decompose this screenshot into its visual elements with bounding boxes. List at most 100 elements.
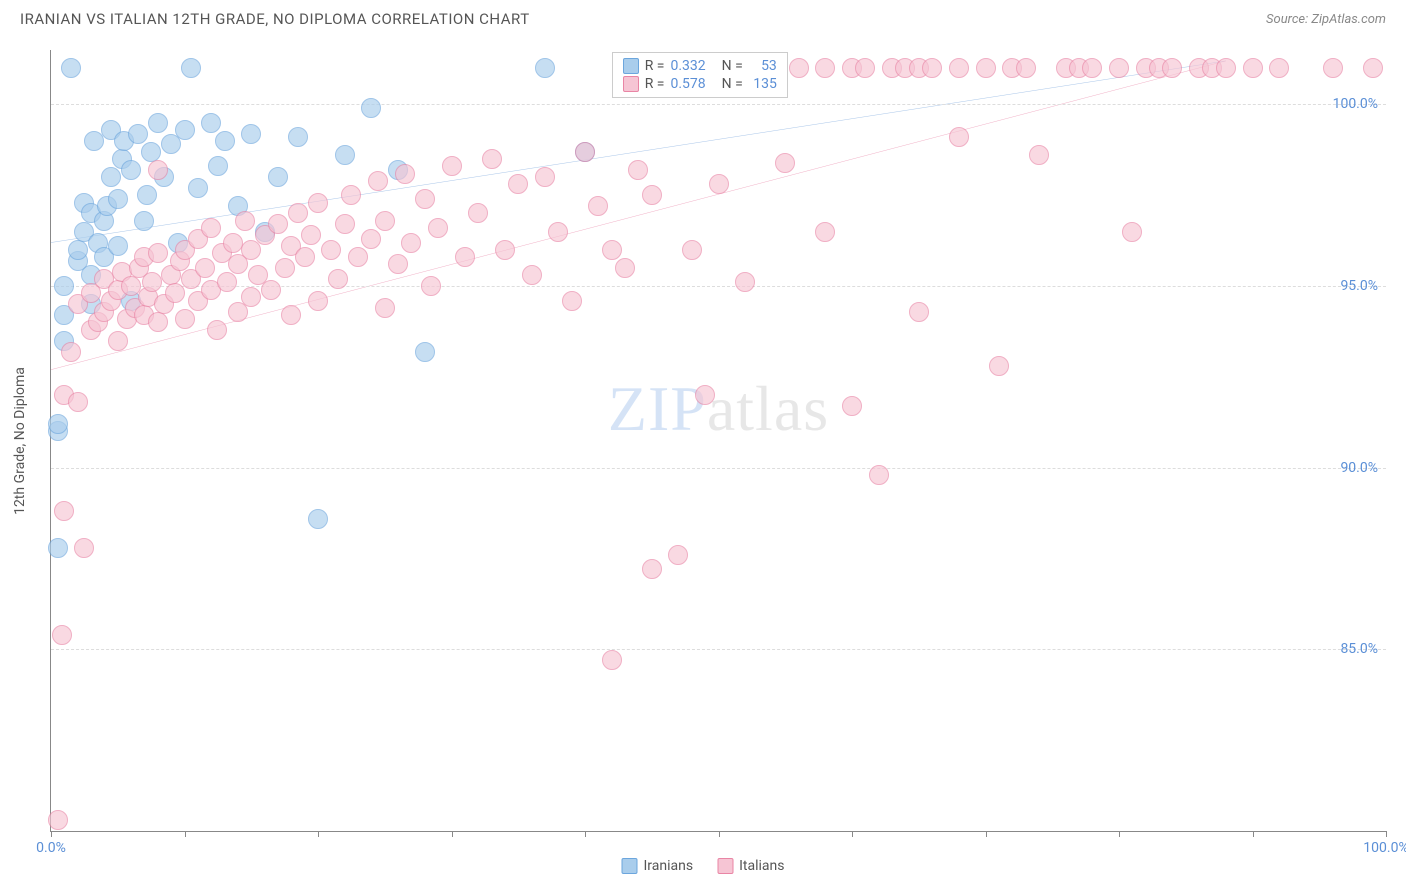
scatter-point <box>1323 58 1343 78</box>
scatter-point <box>148 160 168 180</box>
scatter-point <box>301 225 321 245</box>
scatter-point <box>395 164 415 184</box>
scatter-point <box>241 287 261 307</box>
scatter-point <box>775 153 795 173</box>
x-tick-label: 100.0% <box>1363 840 1406 856</box>
scatter-point <box>108 236 128 256</box>
scatter-point <box>295 247 315 267</box>
stats-legend-row: R = 0.578 N = 135 <box>623 75 777 93</box>
scatter-point <box>201 113 221 133</box>
stats-label-r: R = <box>645 76 665 92</box>
scatter-point <box>61 342 81 362</box>
scatter-point <box>789 58 809 78</box>
scatter-point <box>1029 145 1049 165</box>
scatter-point <box>368 171 388 191</box>
scatter-point <box>949 127 969 147</box>
y-tick-label: 85.0% <box>1340 641 1378 657</box>
scatter-point <box>588 196 608 216</box>
scatter-point <box>52 625 72 645</box>
x-tick <box>986 831 987 837</box>
scatter-point <box>562 291 582 311</box>
y-tick-label: 100.0% <box>1333 96 1378 112</box>
scatter-point <box>54 276 74 296</box>
scatter-point <box>1082 58 1102 78</box>
scatter-point <box>709 174 729 194</box>
x-tick-label: 0.0% <box>36 840 66 856</box>
scatter-point <box>1162 58 1182 78</box>
scatter-point <box>215 131 235 151</box>
scatter-point <box>54 501 74 521</box>
scatter-point <box>188 178 208 198</box>
scatter-point <box>361 98 381 118</box>
scatter-point <box>181 58 201 78</box>
scatter-point <box>642 185 662 205</box>
scatter-point <box>275 258 295 278</box>
x-tick <box>1119 831 1120 837</box>
y-tick-label: 95.0% <box>1340 278 1378 294</box>
scatter-point <box>108 331 128 351</box>
scatter-point <box>375 211 395 231</box>
stats-value-r: 0.578 <box>670 76 705 92</box>
scatter-point <box>308 291 328 311</box>
scatter-point <box>328 269 348 289</box>
scatter-point <box>1363 58 1383 78</box>
scatter-point <box>68 240 88 260</box>
scatter-point <box>148 243 168 263</box>
scatter-point <box>735 272 755 292</box>
y-tick-label: 90.0% <box>1340 460 1378 476</box>
scatter-point <box>134 211 154 231</box>
scatter-point <box>535 58 555 78</box>
scatter-point <box>142 272 162 292</box>
scatter-point <box>909 302 929 322</box>
scatter-point <box>602 650 622 670</box>
scatter-point <box>208 156 228 176</box>
scatter-point <box>615 258 635 278</box>
scatter-point <box>508 174 528 194</box>
stats-value-r: 0.332 <box>670 58 705 74</box>
scatter-point <box>48 538 68 558</box>
stats-label-n: N = <box>722 58 743 74</box>
scatter-point <box>976 58 996 78</box>
scatter-point <box>48 414 68 434</box>
series-legend-label: Iranians <box>644 858 694 874</box>
grid-line <box>51 649 1386 650</box>
scatter-point <box>1122 222 1142 242</box>
chart-container: 12th Grade, No Diploma ZIPatlas R =0.332… <box>50 50 1386 832</box>
scatter-point <box>668 545 688 565</box>
series-legend: IraniansItalians <box>622 858 785 874</box>
scatter-point <box>1016 58 1036 78</box>
stats-label-r: R = <box>645 58 665 74</box>
scatter-point <box>288 203 308 223</box>
scatter-point <box>121 160 141 180</box>
scatter-point <box>261 280 281 300</box>
scatter-point <box>442 156 462 176</box>
scatter-point <box>268 167 288 187</box>
stats-label-n: N = <box>722 76 743 92</box>
grid-line <box>51 104 1386 105</box>
stats-value-n: 53 <box>749 58 777 74</box>
scatter-point <box>428 218 448 238</box>
scatter-point <box>281 305 301 325</box>
scatter-point <box>308 509 328 529</box>
scatter-point <box>68 392 88 412</box>
scatter-point <box>207 320 227 340</box>
scatter-point <box>455 247 475 267</box>
scatter-point <box>84 131 104 151</box>
scatter-point <box>842 396 862 416</box>
scatter-point <box>74 538 94 558</box>
scatter-point <box>195 258 215 278</box>
scatter-point <box>348 247 368 267</box>
legend-swatch <box>622 858 638 874</box>
stats-value-n: 135 <box>749 76 777 92</box>
plot-area: ZIPatlas R =0.332N =53R =0.578N =135 85.… <box>50 50 1386 832</box>
legend-swatch <box>623 58 639 74</box>
watermark-part1: ZIP <box>608 373 707 444</box>
scatter-point <box>137 185 157 205</box>
scatter-point <box>989 356 1009 376</box>
scatter-point <box>1269 58 1289 78</box>
source-attribution: Source: ZipAtlas.com <box>1266 12 1386 27</box>
scatter-point <box>341 185 361 205</box>
grid-line <box>51 468 1386 469</box>
scatter-point <box>415 189 435 209</box>
x-tick <box>852 831 853 837</box>
